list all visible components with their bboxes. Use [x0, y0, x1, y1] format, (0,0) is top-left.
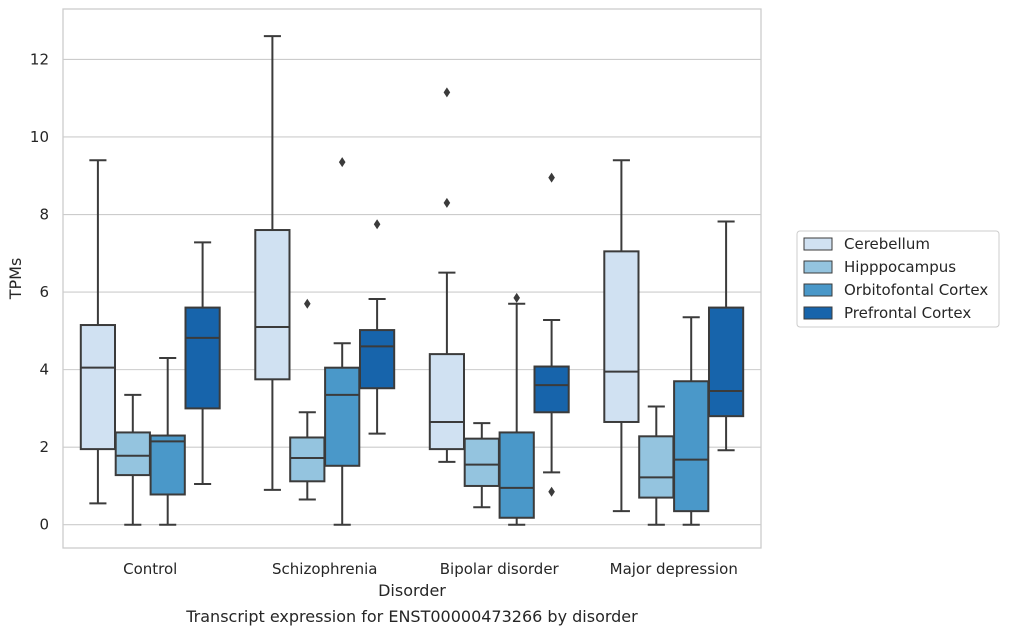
- box-groups: [79, 35, 745, 526]
- box: [289, 436, 326, 483]
- outlier-point: [304, 298, 311, 309]
- box: [79, 324, 117, 451]
- y-axis-title: TPMs: [6, 258, 25, 301]
- outlier-point: [373, 219, 381, 230]
- box-group: [463, 422, 500, 509]
- x-tick-label: Schizophrenia: [272, 560, 377, 578]
- box-group: [254, 35, 291, 491]
- box-group: [324, 157, 361, 526]
- box: [428, 353, 466, 451]
- box-group: [673, 316, 710, 526]
- y-tick-label: 2: [39, 438, 49, 456]
- y-tick-labels: 0 2 4 6 8 10 12: [30, 50, 49, 533]
- x-tick-label: Major depression: [610, 560, 738, 578]
- y-tick-label: 4: [39, 361, 49, 379]
- box: [114, 431, 151, 477]
- box: [638, 435, 675, 499]
- box: [707, 306, 745, 418]
- outlier-point: [338, 157, 346, 168]
- chart-caption: Transcript expression for ENST0000047326…: [185, 607, 638, 626]
- box: [498, 431, 535, 519]
- box-group: [184, 241, 221, 486]
- y-tick-label: 0: [39, 516, 49, 534]
- box: [184, 306, 221, 410]
- box-group: [79, 159, 117, 505]
- legend-swatch: [803, 237, 833, 251]
- x-tick-label: Control: [123, 560, 177, 578]
- box-group: [114, 393, 151, 526]
- legend-swatch: [803, 306, 833, 320]
- legend-label: Prefrontal Cortex: [844, 304, 971, 322]
- box-group: [289, 298, 326, 501]
- legend-frame: [796, 230, 1000, 328]
- outlier-point: [443, 197, 451, 208]
- box-group: [358, 219, 396, 435]
- outlier-point: [443, 87, 451, 98]
- outlier-point: [548, 486, 555, 497]
- y-tick-label: 8: [39, 206, 49, 224]
- x-tick-labels: Control Schizophrenia Bipolar disorder Majo…: [123, 560, 738, 578]
- y-tick-label: 10: [30, 128, 49, 146]
- box: [149, 434, 186, 496]
- box-group: [638, 405, 675, 526]
- box: [673, 380, 710, 513]
- plot-frame: [62, 8, 762, 549]
- box-group: [707, 220, 745, 452]
- box-group: [498, 292, 535, 526]
- legend-label: Orbitofontal Cortex: [844, 281, 988, 299]
- box-group: [603, 159, 640, 513]
- box-group: [533, 172, 570, 497]
- box: [358, 329, 396, 390]
- box: [324, 366, 361, 467]
- legend-label: Hipppocampus: [844, 258, 956, 276]
- legend-label: Cerebellum: [844, 235, 930, 253]
- outlier-point: [513, 292, 520, 303]
- y-tick-label: 12: [30, 50, 49, 68]
- y-tick-label: 6: [39, 283, 49, 301]
- box: [533, 365, 570, 414]
- x-tick-label: Bipolar disorder: [440, 560, 560, 578]
- box: [603, 250, 640, 423]
- box: [463, 437, 500, 487]
- outlier-point: [548, 172, 555, 183]
- legend-swatch: [803, 283, 833, 297]
- legend-swatch: [803, 260, 833, 274]
- x-axis-title: Disorder: [378, 581, 446, 600]
- box: [254, 229, 291, 381]
- box-group: [149, 356, 186, 526]
- legend: Cerebellum Hipppocampus Orbitofontal Corte…: [796, 230, 1000, 328]
- box-group: [428, 87, 466, 463]
